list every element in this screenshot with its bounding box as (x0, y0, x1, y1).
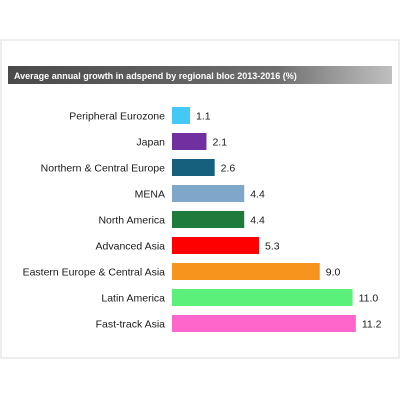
bar (172, 263, 320, 280)
bar (172, 133, 207, 150)
value-label: 4.4 (250, 189, 265, 201)
value-label: 2.6 (221, 163, 236, 175)
value-label: 5.3 (265, 241, 280, 253)
value-label: 2.1 (212, 137, 227, 149)
category-label: North America (98, 215, 165, 227)
bar (172, 159, 215, 176)
category-label: Eastern Europe & Central Asia (23, 267, 166, 279)
bar (172, 289, 353, 306)
bar (172, 211, 245, 228)
category-label: Advanced Asia (96, 241, 166, 253)
category-label: Latin America (101, 293, 165, 305)
bar (172, 237, 260, 254)
chart-title: Average annual growth in adspend by regi… (14, 71, 297, 81)
category-label: Peripheral Eurozone (69, 111, 165, 123)
title-banner (8, 66, 392, 84)
value-label: 9.0 (326, 267, 341, 279)
bar (172, 315, 356, 332)
category-label: MENA (135, 189, 165, 201)
category-label: Fast-track Asia (96, 319, 166, 331)
value-label: 11.2 (362, 319, 382, 331)
bar (172, 107, 191, 124)
value-label: 1.1 (196, 111, 211, 123)
bar (172, 185, 245, 202)
bars-group: Peripheral Eurozone 1.1 Japan 2.1 Northern &… (23, 107, 382, 332)
category-label: Japan (136, 137, 165, 149)
value-label: 4.4 (250, 215, 265, 227)
category-label: Northern & Central Europe (41, 163, 165, 175)
value-label: 11.0 (359, 293, 379, 305)
